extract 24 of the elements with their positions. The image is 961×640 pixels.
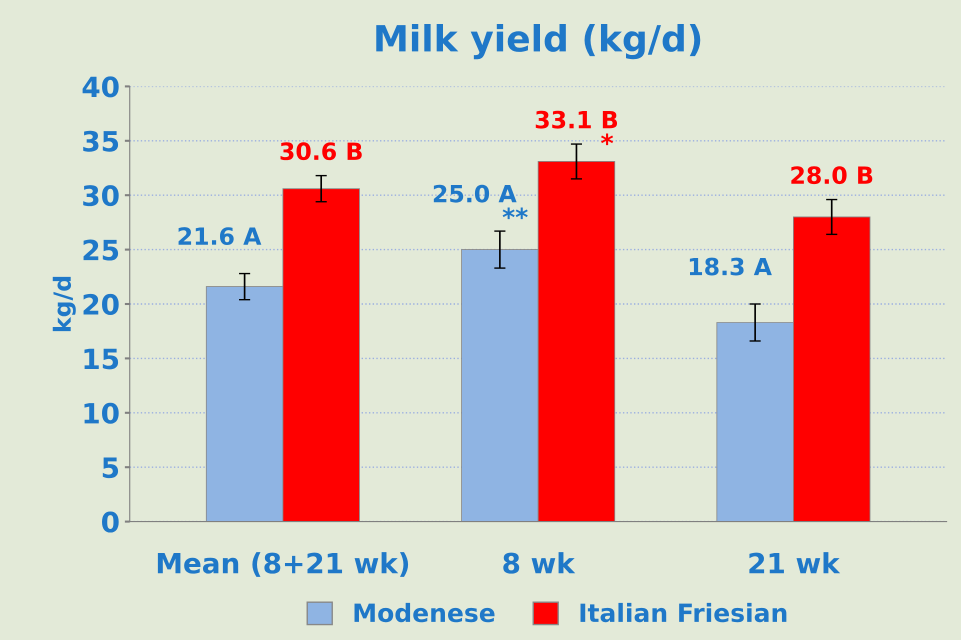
y-tick-label: 25 bbox=[84, 240, 118, 261]
data-label: 28.0 B bbox=[791, 166, 872, 184]
y-tick-label: 15 bbox=[84, 348, 118, 370]
y-axis-title: kg/d bbox=[52, 276, 76, 332]
data-label: 21.6 A bbox=[178, 227, 262, 246]
data-label: 33.1 B bbox=[536, 110, 618, 129]
x-tick-label: 21 wk bbox=[749, 552, 840, 574]
legend-label: Italian Friesian bbox=[580, 602, 786, 622]
annotation: ** bbox=[502, 207, 528, 220]
x-tick-label: Mean (8+21 wk) bbox=[158, 552, 408, 577]
legend-label: Modenese bbox=[354, 602, 495, 622]
y-tick-label: 30 bbox=[83, 185, 119, 206]
y-tick-label: 0 bbox=[102, 512, 119, 533]
y-tick-label: 10 bbox=[84, 402, 119, 424]
annotation: * bbox=[601, 133, 614, 146]
y-tick-label: 20 bbox=[84, 294, 119, 315]
data-label: 18.3 A bbox=[690, 258, 772, 276]
y-tick-label: 5 bbox=[102, 458, 118, 478]
y-tick-label: 35 bbox=[83, 130, 118, 152]
y-tick-label: 40 bbox=[82, 76, 119, 98]
data-label: 25.0 A bbox=[434, 184, 517, 203]
data-label: 30.6 B bbox=[280, 142, 362, 160]
chart-title: Milk yield (kg/d) bbox=[376, 24, 700, 60]
x-tick-label: 8 wk bbox=[503, 552, 576, 574]
